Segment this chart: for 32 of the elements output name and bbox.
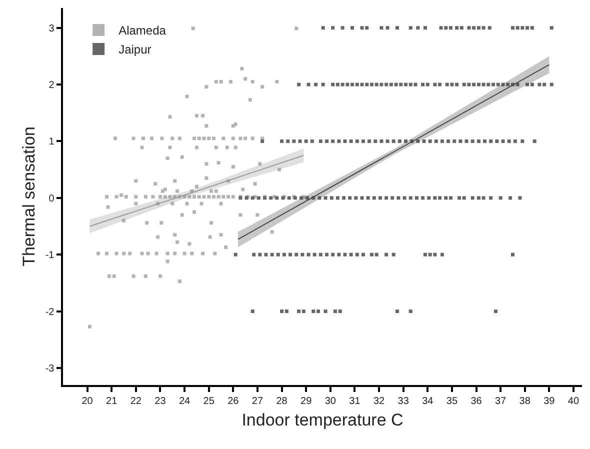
y-tick-label: 0 bbox=[48, 193, 55, 204]
x-tick-label: 31 bbox=[349, 396, 361, 407]
x-tick-label: 29 bbox=[300, 396, 312, 407]
x-tick-label: 38 bbox=[519, 396, 531, 407]
legend-label: Alameda bbox=[118, 24, 166, 38]
y-tick-label: 3 bbox=[48, 23, 55, 34]
x-tick-label: 26 bbox=[228, 396, 240, 407]
legend-label: Jaipur bbox=[118, 42, 152, 57]
x-tick-label: 40 bbox=[568, 396, 580, 407]
x-tick-label: 21 bbox=[106, 396, 118, 407]
x-tick-label: 22 bbox=[130, 396, 142, 407]
y-tick-label: -1 bbox=[45, 250, 55, 262]
x-tick-label: 28 bbox=[276, 396, 288, 407]
x-axis-title: Indoor temperature C bbox=[242, 410, 404, 430]
x-tick-label: 35 bbox=[446, 396, 458, 407]
x-tick-label: 25 bbox=[203, 396, 215, 407]
y-tick-label: -2 bbox=[45, 306, 55, 318]
x-tick-label: 37 bbox=[494, 396, 507, 407]
x-tick-label: 34 bbox=[422, 396, 434, 407]
x-tick-label: 30 bbox=[324, 396, 336, 407]
y-tick-label: 2 bbox=[48, 80, 55, 92]
x-tick-label: 39 bbox=[544, 396, 556, 407]
x-tick-label: 32 bbox=[373, 396, 386, 407]
x-tick-label: 23 bbox=[154, 396, 166, 407]
x-tick-label: 20 bbox=[82, 396, 94, 407]
y-tick-label: 1 bbox=[48, 136, 55, 148]
x-tick-label: 33 bbox=[398, 396, 410, 407]
x-tick-label: 24 bbox=[178, 396, 191, 407]
x-tick-label: 36 bbox=[470, 396, 482, 407]
x-tick-label: 27 bbox=[252, 396, 264, 407]
y-axis-title: Thermal sensation bbox=[19, 126, 38, 266]
y-tick-label: -3 bbox=[45, 363, 55, 374]
